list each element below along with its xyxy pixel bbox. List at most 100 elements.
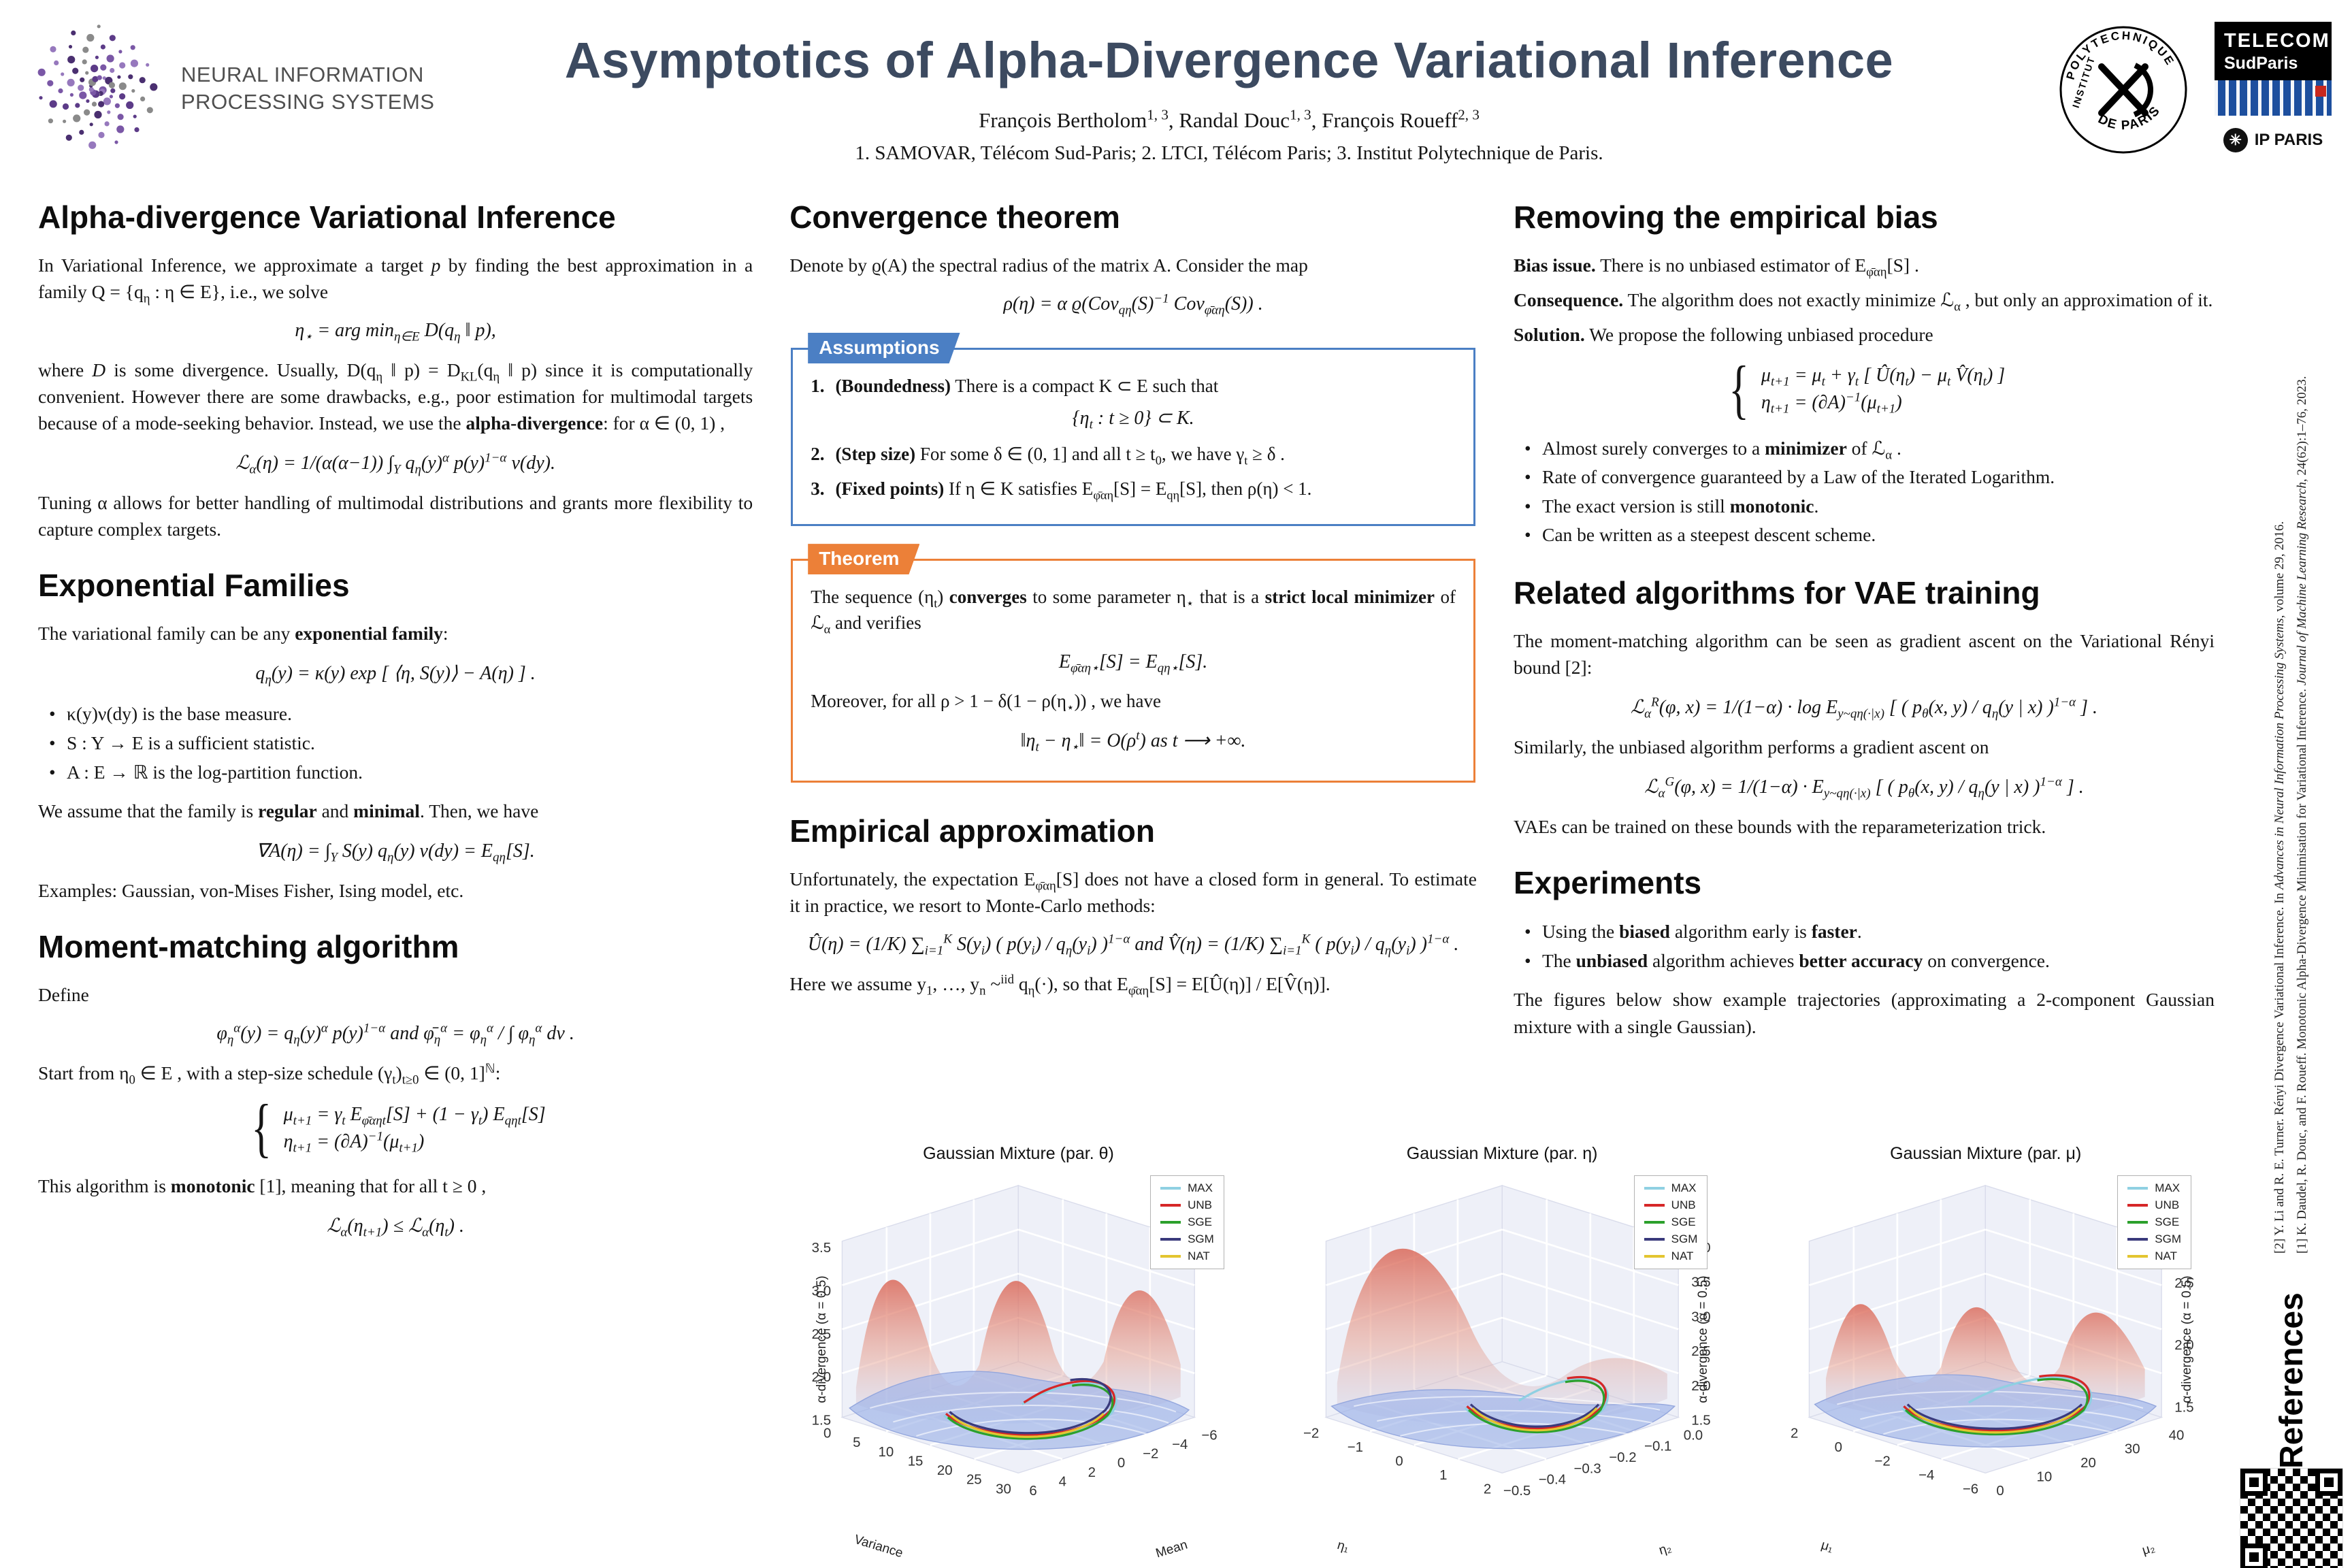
legend-swatch (2127, 1187, 2149, 1190)
equation: ℒα(ηt+1) ≤ ℒα(ηt) . (327, 1215, 464, 1240)
legend-swatch (1644, 1204, 1665, 1207)
svg-text:−4: −4 (1172, 1437, 1188, 1452)
equation: qη(y) = κ(y) exp [ ⟨η, S(y)⟩ − A(η) ] . (255, 663, 536, 687)
legend-swatch (2127, 1255, 2149, 1258)
figures-row: Gaussian Mixture (par. θ) (789, 1125, 2215, 1568)
equation: μt+1 = μt + γt [ Û(ηt) − μt V̂(ηt) ] (1761, 365, 2006, 389)
right-axis-label: Mean (1154, 1537, 1190, 1561)
legend-label: UNB (2155, 1198, 2180, 1211)
legend-label: SGM (1671, 1232, 1698, 1245)
telecom-sudparis-wordmark: TELECOM SudParis (2215, 22, 2332, 80)
z-axis-ticks: 1.5 2.0 2.5 (2175, 1276, 2194, 1416)
legend-item: NAT (1644, 1250, 1698, 1263)
paragraph: In Variational Inference, we approximate… (38, 255, 753, 306)
svg-text:−4: −4 (1919, 1468, 1935, 1483)
logo-stack: TELECOM SudParis ✳ IP PARIS (2215, 22, 2332, 152)
svg-text:2: 2 (1484, 1482, 1491, 1497)
optimizer-trajectories (1464, 1375, 1609, 1434)
legend-item: MAX (2127, 1181, 2181, 1195)
paragraph: Here we assume y1, …, yn ~iid qη(·), so … (789, 972, 1330, 998)
figure-gaussian-mixture-theta: Gaussian Mixture (par. θ) (789, 1144, 1247, 1568)
legend-swatch (1160, 1238, 1181, 1241)
section-convergence-theorem: Convergence theorem Denote by ϱ(A) the s… (789, 199, 1477, 783)
equation: ηt+1 = (∂A)−1(μt+1) (283, 1129, 425, 1156)
equation: {ηt : t ≥ 0} ⊂ K. (1072, 408, 1194, 432)
right-axis-label: η₂ (1657, 1540, 1673, 1558)
column-2: Convergence theorem Denote by ϱ(A) the s… (789, 192, 1477, 1125)
equation: ρ(η) = α ϱ(Covqη(S)−1 Covφ̄αη(S)) . (1003, 291, 1263, 318)
svg-text:−2: −2 (1303, 1426, 1319, 1441)
assumptions-list: 1. (Boundedness) There is a compact K ⊂ E… (811, 373, 1456, 502)
assumption-number: 3. (811, 478, 825, 499)
neurips-logo: NEURAL INFORMATION PROCESSING SYSTEMS (31, 15, 480, 157)
legend-label: SGM (1188, 1232, 1214, 1245)
svg-text:2.0: 2.0 (1691, 1379, 1710, 1394)
authors: François Bertholom1, 3, Randal Douc1, 3,… (979, 106, 1480, 132)
svg-text:−0.4: −0.4 (1539, 1473, 1566, 1488)
legend-label: NAT (2155, 1250, 2178, 1262)
paragraph: Denote by ϱ(A) the spectral radius of th… (789, 255, 1308, 276)
bullet-item: S : Y → E is a sufficient statistic. (42, 729, 753, 758)
paragraph: This algorithm is monotonic [1], meaning… (38, 1175, 487, 1196)
svg-text:3.5: 3.5 (812, 1241, 831, 1256)
assumptions-box: Assumptions 1. (Boundedness) There is a c… (791, 348, 1475, 527)
paragraph: Consequence. The algorithm does not exac… (1514, 289, 2213, 314)
paragraph: Solution. We propose the following unbia… (1514, 324, 1933, 346)
svg-text:40: 40 (2169, 1428, 2185, 1443)
plot-legend: MAX UNB SGE SGM NAT (1633, 1175, 1708, 1269)
equation: Û(η) = (1/K) ∑i=1K S(yi) ( p(yi) / qη(yi… (807, 932, 1459, 958)
section-heading: Alpha-divergence Variational Inference (38, 199, 616, 235)
svg-text:3.5: 3.5 (1691, 1275, 1710, 1290)
reference-1: [1] K. Daudel, R. Douc, and F. Roueff. M… (2295, 376, 2309, 1254)
svg-text:2.5: 2.5 (1691, 1344, 1710, 1359)
section-experiments: Experiments Using the biased algorithm e… (1514, 864, 2215, 1039)
svg-text:2.0: 2.0 (812, 1370, 831, 1385)
reference-2: [2] Y. Li and R. E. Turner. Rényi Diverg… (2272, 521, 2287, 1254)
legend-item: MAX (1160, 1181, 1214, 1195)
section-alpha-divergence-vi: Alpha-divergence Variational Inference I… (38, 199, 753, 542)
legend-label: SGE (2155, 1215, 2180, 1228)
legend-item: MAX (1644, 1181, 1698, 1195)
bullet-item: Almost surely converges to a minimizer o… (1518, 434, 2215, 463)
svg-text:1.5: 1.5 (2175, 1400, 2194, 1415)
assumption-number: 2. (811, 443, 825, 464)
legend-swatch (1644, 1221, 1665, 1224)
section-exponential-families: Exponential Families The variational fam… (38, 567, 753, 904)
references-rail: [2] Y. Li and R. E. Turner. Rényi Diverg… (2240, 192, 2343, 1568)
ip-paris-star-icon: ✳ (2223, 128, 2248, 152)
figure-gaussian-mixture-mu: Gaussian Mixture (par. μ) (1757, 1144, 2215, 1568)
legend-label: MAX (1671, 1181, 1697, 1194)
svg-text:1.5: 1.5 (1691, 1414, 1710, 1428)
paragraph: Unfortunately, the expectation Eφ̄αη[S] … (789, 868, 1477, 917)
institut-polytechnique-logo: POLYTECHNIQUE DE PARIS INSTITUT (2059, 26, 2187, 154)
legend-swatch (1160, 1187, 1181, 1190)
optimizer-trajectories (943, 1378, 1117, 1440)
column-3: Removing the empirical bias Bias issue. … (1514, 192, 2215, 1125)
svg-text:10: 10 (2037, 1470, 2053, 1485)
legend-label: SGE (1671, 1215, 1696, 1228)
svg-text:20: 20 (937, 1463, 953, 1478)
affiliations: 1. SAMOVAR, Télécom Sud-Paris; 2. LTCI, … (855, 142, 1603, 164)
svg-text:10: 10 (879, 1445, 894, 1460)
paragraph: The figures below show example trajector… (1514, 989, 2215, 1037)
neurips-swirl-icon (37, 24, 158, 149)
legend-label: SGE (1188, 1215, 1212, 1228)
equation: ℒα(η) = 1/(α(α−1)) ∫Y qη(y)α p(y)1−α ν(d… (235, 451, 555, 477)
equation-system: { μt+1 = γt Eφ̄αηt[S] + (1 − γt) Eqηt[S]… (38, 1095, 753, 1160)
neurips-wordmark-line1: NEURAL INFORMATION (181, 62, 424, 86)
paragraph: Similarly, the unbiased algorithm perfor… (1514, 736, 1989, 758)
neurips-wordmark-line2: PROCESSING SYSTEMS (181, 90, 435, 114)
column-1: Alpha-divergence Variational Inference I… (38, 192, 753, 1568)
legend-label: MAX (1188, 1181, 1213, 1194)
svg-text:25: 25 (966, 1473, 982, 1488)
svg-text:−6: −6 (1963, 1482, 1978, 1497)
section-moment-matching: Moment-matching algorithm Define φηα(y) … (38, 928, 753, 1240)
equation: η⋆ = arg minη∈E D(qη ‖ p), (295, 320, 496, 344)
telecom-line2: SudParis (2224, 54, 2298, 73)
svg-text:2.5: 2.5 (2175, 1276, 2194, 1291)
legend-item: SGM (2127, 1232, 2181, 1246)
svg-text:−0.2: −0.2 (1609, 1450, 1636, 1465)
